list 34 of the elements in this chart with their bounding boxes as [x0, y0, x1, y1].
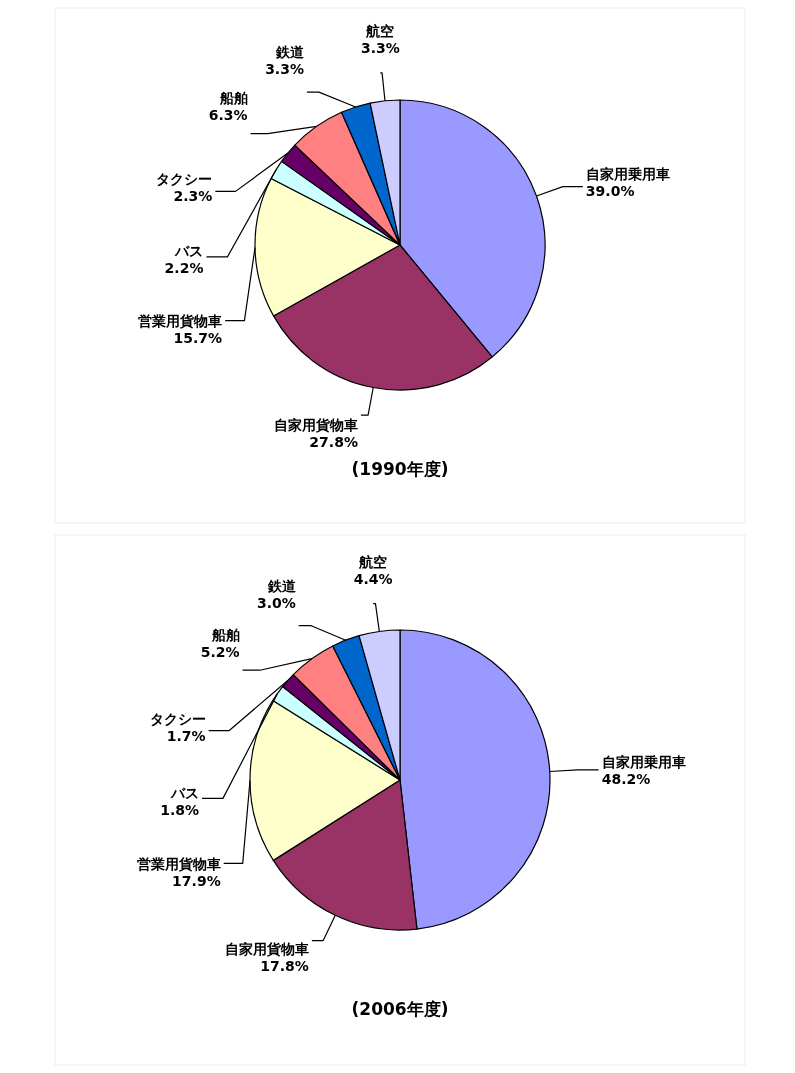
text: (1990年度) — [351, 459, 449, 479]
slice-label: 営業用貨物車 — [136, 856, 221, 873]
slice-label: 自家用乗用車 — [601, 753, 686, 770]
data-label: 15.7% — [173, 330, 223, 347]
data-label: 3.0% — [256, 594, 296, 611]
slice-label: 営業用貨物車 — [138, 313, 223, 330]
data-label: 3.3% — [265, 61, 304, 78]
data-label: 3.3% — [360, 40, 400, 57]
data-label: 6.3% — [208, 106, 248, 123]
data-label: 1.7% — [166, 727, 206, 744]
data-label: 2.3% — [173, 188, 213, 205]
slice-label: 自家用乗用車 — [585, 165, 670, 182]
slice-label: タクシー — [149, 710, 206, 727]
data-label: 48.2% — [601, 770, 651, 787]
slice-label: 航空 — [358, 553, 388, 570]
data-label: 1.8% — [160, 802, 200, 819]
text: (2006年度) — [351, 999, 449, 1019]
data-label: 4.4% — [353, 570, 393, 587]
data-label: 27.8% — [309, 433, 358, 450]
slice-label: バス — [170, 785, 200, 802]
slice-label: 船舶 — [210, 626, 240, 643]
data-label: 17.8% — [260, 957, 309, 974]
slice-label: タクシー — [156, 171, 213, 188]
data-label: 17.9% — [172, 873, 221, 890]
slice-label: 航空 — [365, 23, 395, 40]
slice-label: 鉄道 — [274, 44, 305, 61]
data-label: 39.0% — [585, 182, 635, 199]
slice-label: 船舶 — [218, 89, 248, 106]
slice-label: 鉄道 — [266, 577, 297, 594]
slice-label: 自家用貨物車 — [273, 416, 358, 433]
data-label: 2.2% — [164, 260, 204, 277]
data-label: 5.2% — [200, 643, 240, 660]
slice-label: 自家用貨物車 — [224, 940, 309, 957]
slice-label: バス — [174, 243, 204, 260]
